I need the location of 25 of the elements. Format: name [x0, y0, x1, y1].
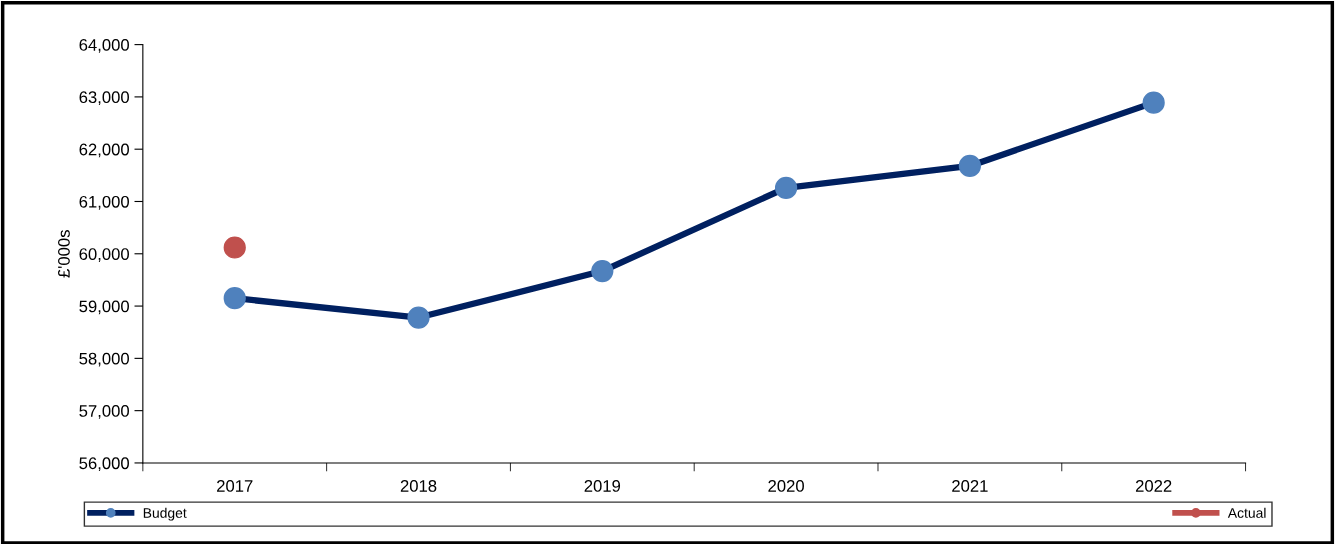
- y-tick-label: 56,000: [79, 457, 129, 472]
- point: [223, 287, 246, 310]
- point: [591, 259, 614, 283]
- legend-label: Budget: [143, 507, 187, 521]
- point: [774, 176, 798, 199]
- x-tick-label: 2018: [400, 480, 437, 492]
- x-tick-label: 2021: [952, 480, 988, 492]
- y-tick-label: 61,000: [79, 195, 129, 210]
- x-tick-label: 2022: [1135, 480, 1172, 492]
- y-tick-label: 58,000: [79, 352, 129, 367]
- y-tick-label: 59,000: [79, 300, 129, 315]
- y-tick-label: 64,000: [79, 39, 129, 53]
- point: [407, 306, 430, 329]
- x-tick-label: 2019: [584, 480, 621, 492]
- point: [223, 236, 246, 259]
- x-tick-label: 2020: [768, 480, 804, 492]
- point: [958, 154, 981, 178]
- legend-label: Actual: [1227, 507, 1266, 518]
- y-axis-title: £'000s: [58, 230, 70, 278]
- y-tick-label: 62,000: [79, 143, 129, 158]
- y-tick-label: 57,000: [79, 405, 129, 419]
- x-tick-label: 2017: [217, 480, 253, 492]
- y-tick-label: 60,000: [79, 248, 129, 262]
- point: [1142, 91, 1165, 114]
- y-tick-label: 63,000: [79, 91, 129, 106]
